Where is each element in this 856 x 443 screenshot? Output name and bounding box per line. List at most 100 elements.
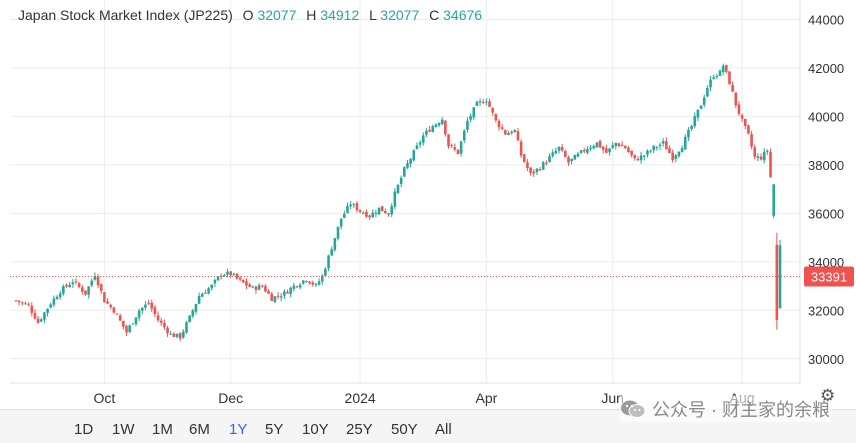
candle-body	[403, 167, 406, 177]
candle-body	[387, 213, 390, 215]
candle-body	[595, 142, 599, 148]
range-all-button[interactable]: All	[435, 421, 452, 438]
candle-body	[579, 150, 583, 153]
candle-body	[172, 333, 176, 337]
candle-body	[137, 310, 141, 318]
current-price-label: 33391	[811, 270, 847, 285]
candle-body	[226, 271, 229, 275]
candle-body	[538, 169, 542, 171]
candle-body	[52, 298, 56, 305]
candle-body	[156, 315, 160, 321]
range-1y-button[interactable]: 1Y	[229, 421, 248, 438]
candle-body	[216, 276, 220, 281]
candle-body	[270, 293, 274, 301]
chart-header: Japan Stock Market Index (JP225) O 32077…	[18, 7, 488, 23]
watermark-text: 公众号 · 财主家的余粮	[652, 400, 830, 420]
candle-body	[649, 150, 652, 152]
candle-body	[380, 206, 384, 212]
candle-body	[557, 146, 561, 151]
range-1w-button[interactable]: 1W	[112, 421, 135, 438]
candle-body	[207, 288, 210, 294]
close-label: C	[429, 7, 440, 23]
candle-body	[472, 107, 476, 118]
candle-body	[620, 144, 624, 147]
candle-body	[466, 120, 469, 130]
candle-body	[358, 209, 362, 212]
y-tick-label: 44000	[808, 12, 844, 27]
candle-body	[213, 279, 217, 284]
candle-body	[627, 147, 630, 153]
range-5y-button[interactable]: 5Y	[265, 421, 284, 438]
candle-body	[260, 286, 264, 288]
candle-body	[229, 271, 232, 276]
x-tick-label: Apr	[475, 390, 497, 406]
candle-body	[516, 131, 520, 141]
candle-body	[314, 283, 318, 285]
candle-body	[589, 147, 592, 149]
candle-body	[519, 141, 523, 156]
candle-body	[365, 211, 368, 217]
wechat-icon	[620, 399, 646, 419]
candle-body	[384, 210, 387, 214]
instrument-title: Japan Stock Market Index (JP225)	[18, 7, 233, 23]
y-tick-label: 42000	[808, 61, 844, 76]
y-tick-label: 36000	[808, 206, 844, 221]
candle-body	[320, 275, 324, 282]
candle-body	[147, 303, 150, 305]
candle-body	[163, 322, 166, 328]
candle-body	[361, 212, 365, 214]
candle-body	[21, 302, 24, 304]
candle-body	[39, 319, 43, 322]
candle-body	[453, 147, 457, 150]
candle-body	[333, 238, 337, 250]
candle-body	[510, 131, 513, 134]
candle-body	[71, 282, 75, 285]
candle-body	[77, 283, 81, 287]
x-tick-label: 2024	[345, 390, 376, 406]
candle-body	[526, 162, 529, 169]
candle-body	[390, 206, 393, 215]
candle-body	[248, 284, 251, 287]
range-25y-button[interactable]: 25Y	[346, 421, 373, 438]
range-10y-button[interactable]: 10Y	[302, 421, 329, 438]
candle-body	[545, 162, 548, 164]
candle-body	[336, 226, 340, 239]
range-50y-button[interactable]: 50Y	[391, 421, 418, 438]
y-tick-label: 34000	[808, 255, 844, 270]
candle-body	[188, 315, 191, 323]
candle-body	[396, 184, 400, 193]
candle-body	[636, 158, 640, 161]
candle-body	[292, 285, 296, 289]
candle-body	[58, 293, 62, 298]
gear-icon[interactable]: ⚙	[820, 386, 836, 405]
candle-body	[674, 155, 678, 159]
candle-body	[242, 279, 245, 283]
range-1d-button[interactable]: 1D	[74, 421, 94, 438]
candle-body	[434, 124, 438, 127]
candle-body	[352, 204, 356, 206]
candle-body	[567, 157, 570, 163]
candle-body	[93, 275, 97, 280]
candle-body	[488, 101, 491, 107]
candle-body	[273, 296, 277, 302]
candle-body	[84, 290, 87, 295]
candle-body	[469, 116, 472, 120]
range-6m-button[interactable]: 6M	[189, 421, 210, 438]
candle-body	[743, 118, 747, 126]
candle-body	[560, 147, 564, 151]
candle-body	[159, 320, 163, 323]
candle-body	[478, 101, 482, 103]
candle-body	[43, 312, 46, 320]
candle-body	[734, 92, 738, 106]
candle-body	[14, 300, 18, 302]
range-1m-button[interactable]: 1M	[152, 421, 173, 438]
candle-body	[128, 325, 131, 332]
candle-body	[617, 143, 621, 147]
candle-body	[573, 155, 577, 160]
candle-body	[611, 145, 614, 148]
candle-body	[122, 320, 125, 327]
candle-body	[355, 203, 359, 211]
high-value: 34912	[320, 7, 360, 23]
candle-body	[630, 150, 633, 156]
candle-body	[778, 245, 782, 309]
